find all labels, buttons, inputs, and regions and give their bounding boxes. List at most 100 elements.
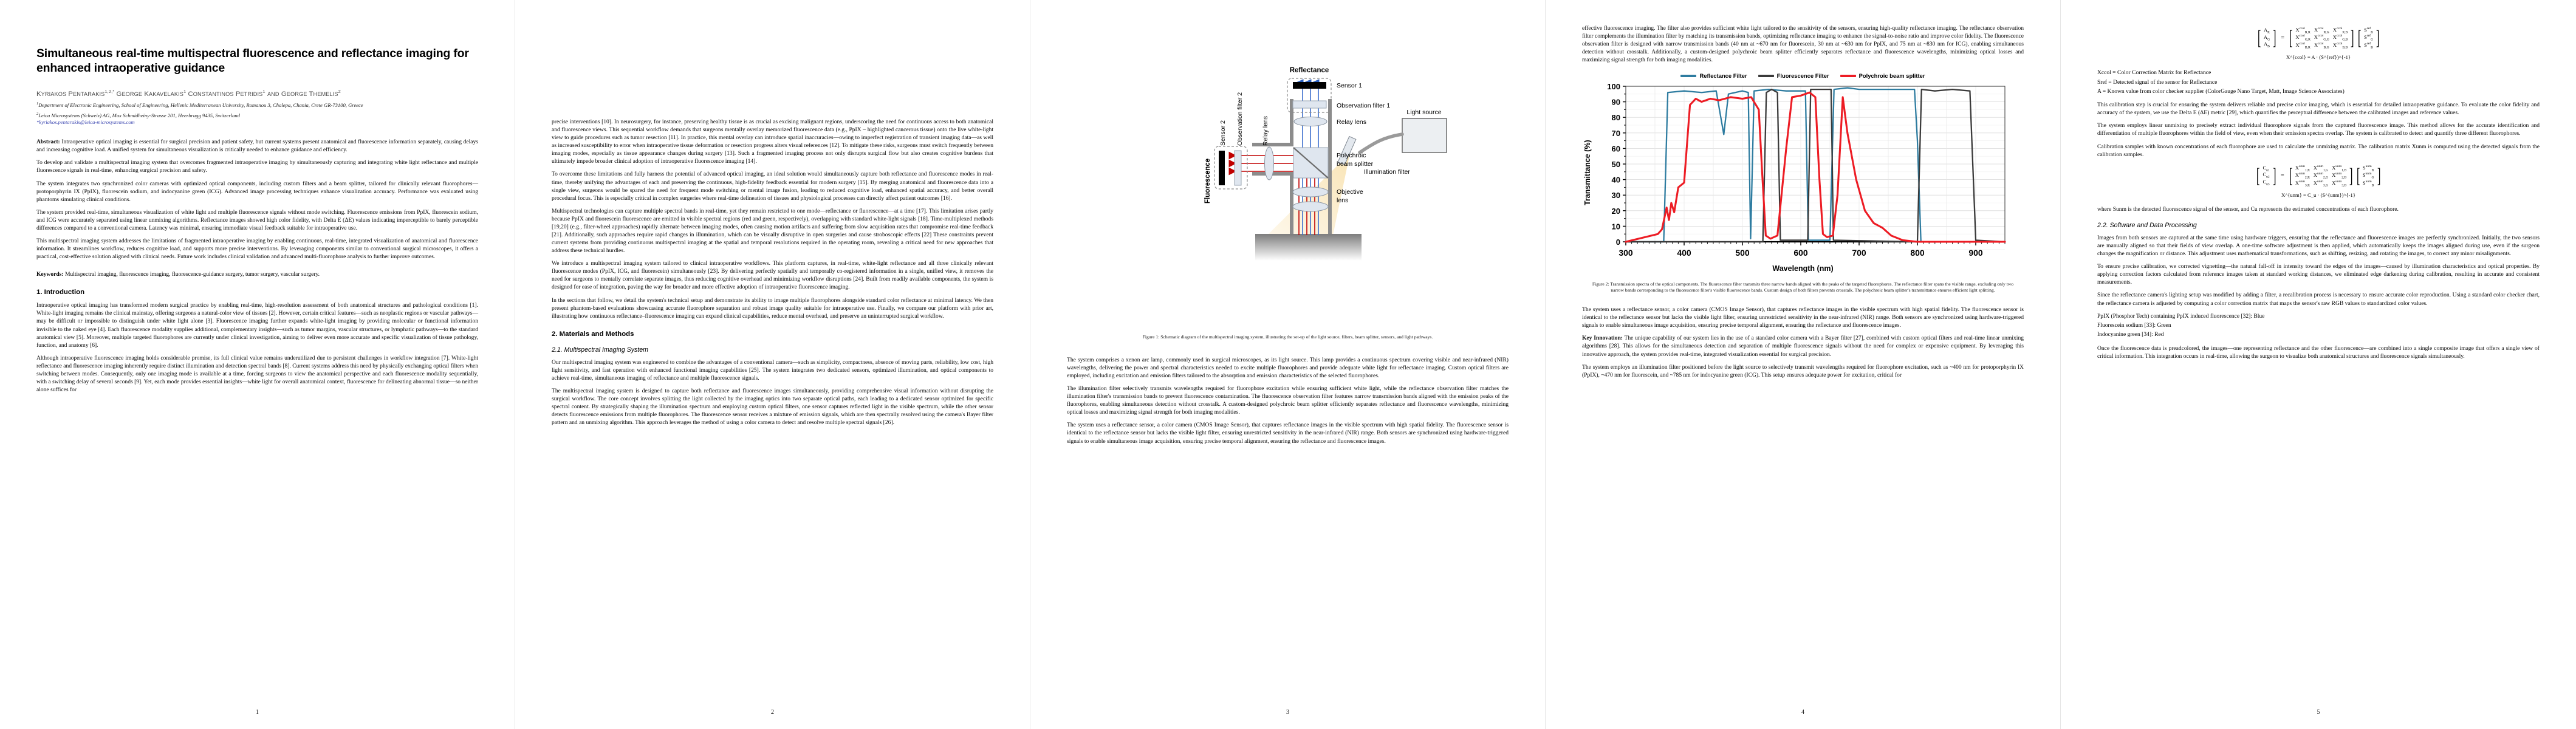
abstract-text-1: Intraoperative optical imaging is essent… [36,139,478,154]
key-innovation-text: The unique capability of our system lies… [1582,335,2024,358]
optical-schematic-svg: Reflectance Sensor 1 Observation filter … [1204,67,1447,261]
abstract-paragraph-2: To develop and validate a multispectral … [36,159,478,174]
list-item: PpIX (Phosphor Tech) containing PpIX ind… [2097,312,2265,320]
illumination-filter [1337,135,1357,166]
rightcol-paragraph-3: The system employs linear unmixing to pr… [2097,122,2540,137]
key-innovation-paragraph: Key Innovation: The unique capability of… [1582,334,2024,358]
fluorescence-detector-group [1214,146,1248,190]
label-relay-lens: Relay lens [1337,118,1366,126]
label-reflectance: Reflectance [1290,67,1329,74]
keywords-text: Multispectral imaging, fluorescence imag… [64,271,320,278]
page-2: precise interventions [10]. In neurosurg… [515,0,1030,729]
rightcol-paragraph-4: Calibration samples with known concentra… [2097,143,2540,158]
figure-2-caption: Figure 2: Transmission spectra of the op… [1592,281,2014,293]
subsection-heading-imaging-system: 2.1. Multispectral Imaging System [552,346,648,354]
list-item: Indocyanine green [34]: Red [2097,331,2164,338]
observation-filter-1 [1292,100,1327,109]
label-relay-lens-2: Relay lens [1262,116,1269,146]
y-tick-0: 0 [1616,238,1620,247]
chart-x-axis-label: Wavelength (nm) [1772,264,1834,273]
section-heading-introduction: 1. Introduction [36,289,85,296]
rightcol-paragraph-5: where Sunm is the detected fluorescence … [2097,205,2399,213]
page-number: 3 [1286,709,1289,716]
intro-paragraph-4: To overcome these limitations and fully … [552,171,993,202]
page-4: effective fluorescence imaging. The filt… [1546,0,2061,729]
methods-paragraph-5: The system uses a reflectance sensor, a … [1067,422,1509,445]
equation-1: [ AR AG AB ] = [ XccolR,R XccolR,G Xccol… [2257,27,2380,50]
label-observation-filter-1: Observation filter 1 [1337,102,1390,109]
legend-label-reflectance: Reflectance Filter [1699,72,1747,80]
label-polychroic-line1: Polychroic [1337,152,1366,159]
label-sensor-2: Sensor 2 [1219,120,1227,146]
methods-paragraph-3: The system comprises a xenon arc lamp, c… [1067,356,1509,380]
label-light-source: Light source [1406,109,1441,116]
label-observation-filter-2: Observation filter 2 [1236,92,1244,146]
abstract-paragraph-5: This multispectral imaging system addres… [36,238,478,261]
methods-paragraph-2: The multispectral imaging system is desi… [552,388,993,426]
intro-paragraph-3: precise interventions [10]. In neurosurg… [552,118,993,165]
eq1-lhs-g: AG [2263,34,2270,42]
eq1-lhs-r: AR [2264,27,2270,35]
fiber-optic-cable [1358,132,1404,154]
legend-swatch-polychroic [1840,75,1856,77]
y-tick-40: 40 [1612,176,1620,185]
legend-line-3: A = Known value from color checker suppl… [2097,87,2345,95]
chart-area: Transmittance (%) 0 10 20 30 40 50 60 70 80 90 100… [1582,81,2024,264]
intro-paragraph-2: Although intraoperative fluorescence ima… [36,354,478,394]
page-number: 4 [1801,709,1804,716]
x-tick-400: 400 [1677,248,1691,258]
rightcol-paragraph-system: The system uses a reflectance sensor, a … [1582,306,2024,329]
y-tick-30: 30 [1612,191,1620,200]
light-source-box [1402,118,1447,153]
author-list: KYRIAKOS PENTARAKIS1,2,* GEORGE KAKAVELA… [36,89,478,99]
label-illumination-filter: Illumination filter [1364,168,1410,176]
legend-item-reflectance: Reflectance Filter [1680,72,1747,79]
figure-1-caption: Figure 1: Schematic diagram of the multi… [1142,334,1433,340]
section-heading-methods: 2. Materials and Methods [552,330,634,338]
rightcol-paragraph-7: To ensure precise calibration, we correc… [2097,263,2540,286]
methods-paragraph-1: Our multispectral imaging system was eng… [552,358,993,382]
sensor-2 [1219,151,1225,185]
legend-item-polychroic: Polychroic beam splitter [1840,72,1925,79]
affiliation-2: 2Leica Microsystems (Schweiz) AG, Max Sc… [36,111,240,118]
observation-filter-2 [1234,150,1242,186]
legend-line-2: Sref = Detected signal of the sensor for… [2097,78,2218,86]
page-number: 1 [256,709,259,716]
intro-paragraph-7: In the sections that follow, we detail t… [552,296,993,320]
x-tick-800: 800 [1910,248,1925,258]
tissue-sample [1255,234,1362,261]
legend-swatch-reflectance [1680,75,1697,77]
keywords-line: Keywords: Multispectral imaging, fluores… [36,270,478,278]
page-number: 2 [771,709,774,716]
abstract-paragraph-3: The system integrates two synchronized c… [36,180,478,203]
legend-swatch-fluorescence [1758,75,1774,77]
x-tick-700: 700 [1852,248,1866,258]
figure-2-chart: Reflectance Filter Fluorescence Filter P… [1582,72,2024,273]
housing-right [1328,99,1332,234]
key-innovation-label: Key Innovation: [1582,335,1623,342]
page-title: Simultaneous real-time multispectral flu… [36,47,469,75]
label-objective-line2: lens [1337,197,1348,204]
page-number: 5 [2317,709,2320,716]
rightcol-paragraph-1: effective fluorescence imaging. The filt… [1582,25,2024,64]
rightcol-paragraph-2: This calibration step is crucial for ens… [2097,101,2540,117]
intro-paragraph-1: Intraoperative optical imaging has trans… [36,302,478,349]
beam-splitter-diagonal [1293,147,1329,179]
rightcol-paragraph-6: Images from both sensors are captured at… [2097,234,2540,258]
y-tick-70: 70 [1612,129,1620,138]
x-tick-600: 600 [1793,248,1808,258]
keywords-label: Keywords: [36,271,64,278]
equation-1-legend: Xccol = Color Correction Matrix for Refl… [2097,69,2540,96]
rightcol-paragraph-8: Since the reflectance camera's lighting … [2097,292,2540,307]
figure-1-schematic: Reflectance Sensor 1 Observation filter … [1067,24,1509,328]
corresponding-email[interactable]: *kyriakos.pentarakis@leica-microsystems.… [36,118,135,125]
equation-4: X^{unm} = C_u · (S^{unm})^{-1} [2281,191,2355,198]
fluorophore-color-list: PpIX (Phosphor Tech) containing PpIX ind… [2097,312,2540,340]
legend-line-1: Xccol = Color Correction Matrix for Refl… [2097,69,2211,77]
y-tick-20: 20 [1612,207,1620,216]
list-item: Fluorescein sodium [33]: Green [2097,321,2171,329]
series-reflectance-filter [1625,87,2006,243]
chart-legend: Reflectance Filter Fluorescence Filter P… [1582,72,2024,79]
sensor-1 [1293,82,1326,89]
